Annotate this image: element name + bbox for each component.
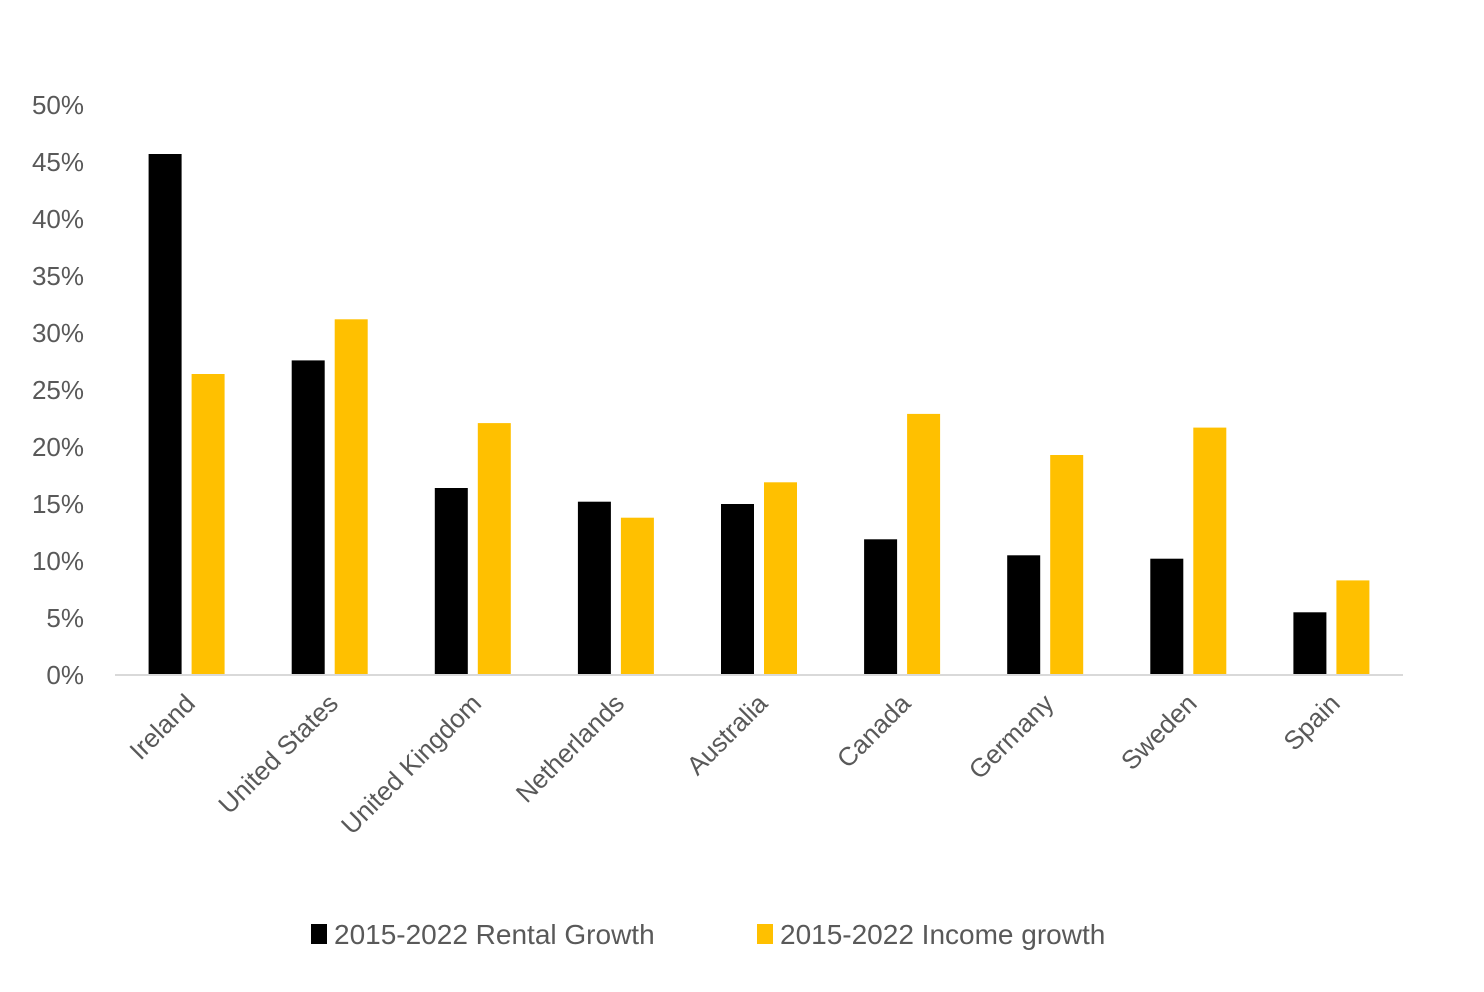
legend-label-income-growth: 2015-2022 Income growth xyxy=(780,919,1105,950)
legend-swatch-rental-growth xyxy=(311,924,327,944)
x-tick-label-sweden: Sweden xyxy=(1115,688,1203,776)
legend-swatch-income-growth xyxy=(757,924,773,944)
y-tick-label: 0% xyxy=(46,660,84,690)
bar-ireland-rental-growth xyxy=(148,154,182,675)
y-tick-label: 35% xyxy=(32,261,84,291)
bar-australia-rental-growth xyxy=(721,504,754,675)
bar-germany-income-growth xyxy=(1050,455,1084,675)
x-tick-label-spain: Spain xyxy=(1277,688,1345,756)
bar-netherlands-rental-growth xyxy=(577,501,611,675)
y-tick-label: 15% xyxy=(32,489,84,519)
legend-label-rental-growth: 2015-2022 Rental Growth xyxy=(334,919,655,950)
bar-united-states-rental-growth xyxy=(291,360,325,675)
bar-united-kingdom-income-growth xyxy=(477,423,511,675)
bar-germany-rental-growth xyxy=(1007,555,1041,675)
bar-united-states-income-growth xyxy=(334,319,368,675)
bar-ireland-income-growth xyxy=(191,374,225,675)
x-tick-label-united-kingdom: United Kingdom xyxy=(335,688,487,840)
bar-australia-income-growth xyxy=(764,482,797,675)
y-tick-label: 5% xyxy=(46,603,84,633)
bar-united-kingdom-rental-growth xyxy=(434,488,468,675)
bar-netherlands-income-growth xyxy=(620,517,654,675)
y-axis: 0% 5% 10% 15% 20% 25% 30% 35% 40% 45% 50% xyxy=(32,90,84,690)
bar-spain-rental-growth xyxy=(1293,612,1327,675)
x-tick-label-ireland: Ireland xyxy=(123,688,200,765)
bar-canada-rental-growth xyxy=(864,539,898,675)
y-tick-label: 30% xyxy=(32,318,84,348)
y-tick-label: 25% xyxy=(32,375,84,405)
y-tick-label: 45% xyxy=(32,147,84,177)
y-tick-label: 10% xyxy=(32,546,84,576)
legend: 2015-2022 Rental Growth 2015-2022 Income… xyxy=(311,919,1105,950)
bar-sweden-rental-growth xyxy=(1150,558,1184,675)
bars-group xyxy=(148,154,1370,675)
bar-canada-income-growth xyxy=(907,413,941,675)
x-tick-label-australia: Australia xyxy=(681,688,774,781)
x-tick-label-canada: Canada xyxy=(831,688,917,774)
y-tick-label: 50% xyxy=(32,90,84,120)
y-tick-label: 20% xyxy=(32,432,84,462)
x-tick-label-netherlands: Netherlands xyxy=(510,688,630,808)
bar-sweden-income-growth xyxy=(1193,427,1227,675)
y-tick-label: 40% xyxy=(32,204,84,234)
x-tick-label-germany: Germany xyxy=(963,688,1060,785)
bar-spain-income-growth xyxy=(1336,580,1370,675)
x-tick-label-united-states: United States xyxy=(212,688,344,820)
